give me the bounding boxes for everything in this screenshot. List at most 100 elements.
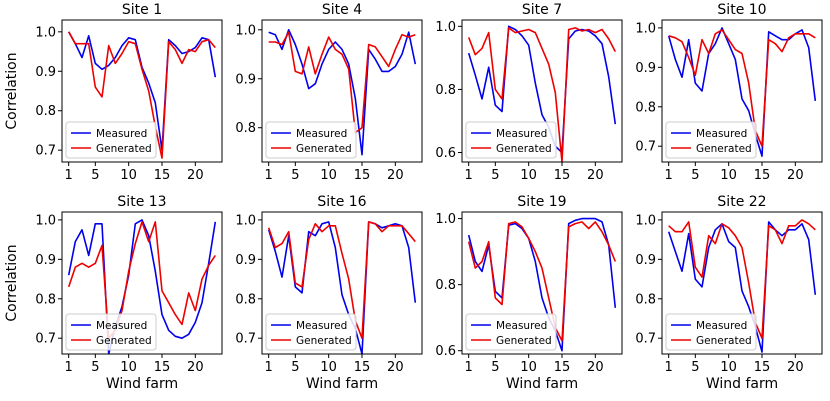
y-tick-label: 0.8 bbox=[35, 104, 56, 119]
x-tick-label: 1 bbox=[265, 360, 273, 375]
legend-box bbox=[465, 121, 557, 159]
y-tick-label: 0.8 bbox=[635, 100, 656, 115]
legend-box bbox=[265, 313, 357, 351]
legend-label-measured: Measured bbox=[696, 320, 747, 332]
x-tick-label: 1 bbox=[665, 360, 673, 375]
x-tick-label: 20 bbox=[787, 168, 804, 183]
legend: Measured Generated bbox=[665, 313, 757, 351]
y-tick-label: 1.0 bbox=[635, 213, 656, 228]
x-tick-label: 1 bbox=[265, 168, 273, 183]
subplot-title: Site 4 bbox=[322, 2, 362, 18]
axes-frame bbox=[661, 19, 823, 163]
legend: Measured Generated bbox=[265, 121, 357, 159]
subplot-title: Site 19 bbox=[517, 194, 566, 210]
legend: Measured Generated bbox=[265, 313, 357, 351]
x-tick-label: 1 bbox=[465, 168, 473, 183]
x-tick-label: 1 bbox=[665, 168, 673, 183]
series-line-measured bbox=[667, 221, 817, 353]
x-axis-label: Wind farm bbox=[306, 376, 378, 392]
y-tick-label: 0.7 bbox=[35, 144, 56, 159]
y-tick-label: 0.7 bbox=[635, 140, 656, 155]
x-tick-label: 20 bbox=[187, 360, 204, 375]
y-tick-label: 0.7 bbox=[635, 332, 656, 347]
x-tick-label: 15 bbox=[354, 168, 371, 183]
series-line-measured bbox=[268, 28, 417, 156]
series-line-generated bbox=[67, 221, 216, 340]
legend-box bbox=[65, 313, 157, 351]
x-axis-label: Wind farm bbox=[706, 376, 778, 392]
legend: Measured Generated bbox=[65, 121, 157, 159]
subplot-title: Site 1 bbox=[122, 2, 162, 18]
series-line-generated bbox=[668, 219, 816, 340]
x-tick-label: 15 bbox=[554, 360, 571, 375]
x-tick-label: 20 bbox=[787, 360, 804, 375]
y-tick-label: 0.9 bbox=[235, 72, 256, 87]
axes-frame bbox=[61, 211, 223, 355]
x-tick-label: 1 bbox=[65, 168, 73, 183]
subplot-title: Site 13 bbox=[117, 194, 166, 210]
subplot-title: Site 7 bbox=[522, 2, 562, 18]
axes-frame bbox=[461, 19, 623, 163]
axes-frame bbox=[61, 19, 223, 163]
x-tick-label: 15 bbox=[754, 360, 771, 375]
axes-frame bbox=[261, 211, 423, 355]
x-tick-label: 1 bbox=[65, 360, 73, 375]
x-tick-label: 10 bbox=[720, 360, 737, 375]
y-tick-label: 0.9 bbox=[35, 65, 56, 80]
x-tick-label: 20 bbox=[187, 168, 204, 183]
x-tick-label: 10 bbox=[120, 168, 137, 183]
series-line-measured bbox=[467, 25, 617, 154]
y-tick-label: 0.9 bbox=[635, 61, 656, 76]
legend: Measured Generated bbox=[465, 313, 557, 351]
subplot-1: Site 10.70.80.91.01 5 10 15 20CorrelationMea… bbox=[4, 2, 223, 183]
x-tick-label: 10 bbox=[120, 360, 137, 375]
legend: Measured Generated bbox=[65, 313, 157, 351]
series-line-generated bbox=[68, 31, 216, 159]
y-tick-label: 1.0 bbox=[235, 23, 256, 38]
legend-box bbox=[665, 121, 757, 159]
y-tick-label: 0.9 bbox=[35, 253, 56, 268]
x-tick-label: 20 bbox=[387, 168, 404, 183]
legend-label-measured: Measured bbox=[296, 128, 347, 140]
legend-box bbox=[265, 121, 357, 159]
x-tick-label: 5 bbox=[691, 168, 699, 183]
x-tick-label: 10 bbox=[520, 360, 537, 375]
legend-label-measured: Measured bbox=[696, 128, 747, 140]
y-tick-label: 0.8 bbox=[235, 292, 256, 307]
y-tick-label: 0.9 bbox=[235, 253, 256, 268]
x-tick-label: 15 bbox=[754, 168, 771, 183]
series-line-generated bbox=[467, 221, 617, 342]
legend-label-measured: Measured bbox=[96, 320, 147, 332]
legend-label-generated: Generated bbox=[96, 143, 152, 155]
y-tick-label: 0.8 bbox=[35, 292, 56, 307]
subplot-4: Site 100.70.80.91.01 5 10 15 20MeasuredGener… bbox=[635, 2, 823, 183]
subplot-title: Site 16 bbox=[317, 194, 366, 210]
x-tick-label: 1 bbox=[465, 360, 473, 375]
legend-label-generated: Generated bbox=[496, 335, 552, 347]
x-tick-label: 5 bbox=[491, 168, 499, 183]
x-tick-label: 20 bbox=[387, 360, 404, 375]
series-line-generated bbox=[467, 27, 617, 162]
legend-label-measured: Measured bbox=[496, 320, 547, 332]
y-tick-label: 0.8 bbox=[235, 121, 256, 136]
y-tick-label: 0.8 bbox=[435, 83, 456, 98]
axes-frame bbox=[261, 19, 423, 163]
legend-label-measured: Measured bbox=[296, 320, 347, 332]
x-tick-label: 5 bbox=[491, 360, 499, 375]
y-tick-label: 0.8 bbox=[435, 278, 456, 293]
subplot-5: Site 130.70.80.91.01 5 10 15 20CorrelationWi… bbox=[4, 194, 223, 392]
x-tick-label: 5 bbox=[691, 360, 699, 375]
y-tick-label: 1.0 bbox=[435, 20, 456, 35]
x-tick-label: 10 bbox=[520, 168, 537, 183]
x-tick-label: 5 bbox=[91, 168, 99, 183]
x-tick-label: 5 bbox=[291, 360, 299, 375]
y-axis-label: Correlation bbox=[4, 244, 20, 321]
axes-frame bbox=[461, 211, 623, 355]
y-tick-label: 0.9 bbox=[635, 253, 656, 268]
legend-label-measured: Measured bbox=[496, 128, 547, 140]
